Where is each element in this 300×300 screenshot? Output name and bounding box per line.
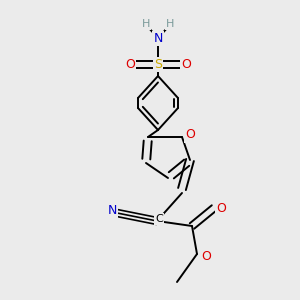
Text: N: N xyxy=(153,32,163,44)
Text: O: O xyxy=(125,58,135,70)
Text: O: O xyxy=(201,250,211,262)
Text: C: C xyxy=(155,214,163,224)
Text: S: S xyxy=(154,58,162,70)
Text: H: H xyxy=(166,19,174,29)
Text: O: O xyxy=(185,128,195,142)
Text: N: N xyxy=(107,205,117,218)
Text: O: O xyxy=(181,58,191,70)
Text: O: O xyxy=(216,202,226,214)
Text: H: H xyxy=(142,19,150,29)
